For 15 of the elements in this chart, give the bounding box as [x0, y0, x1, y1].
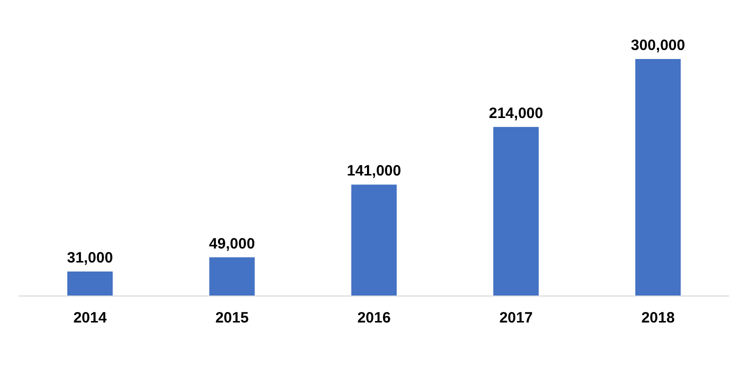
- x-tick-label: 2017: [499, 310, 533, 327]
- x-tick-label: 2015: [215, 310, 249, 327]
- x-tick-label: 2014: [73, 310, 108, 327]
- x-tick-label: 2018: [641, 310, 675, 327]
- bar: [351, 184, 397, 296]
- x-tick-label: 2016: [357, 310, 391, 327]
- bar: [635, 59, 681, 296]
- data-label: 141,000: [346, 162, 402, 180]
- bar: [67, 272, 113, 296]
- bar: [493, 126, 539, 296]
- data-label: 214,000: [488, 104, 544, 122]
- bar: [209, 257, 255, 296]
- data-label: 31,000: [67, 250, 113, 267]
- data-label: 49,000: [209, 235, 255, 252]
- data-label: 300,000: [630, 37, 686, 54]
